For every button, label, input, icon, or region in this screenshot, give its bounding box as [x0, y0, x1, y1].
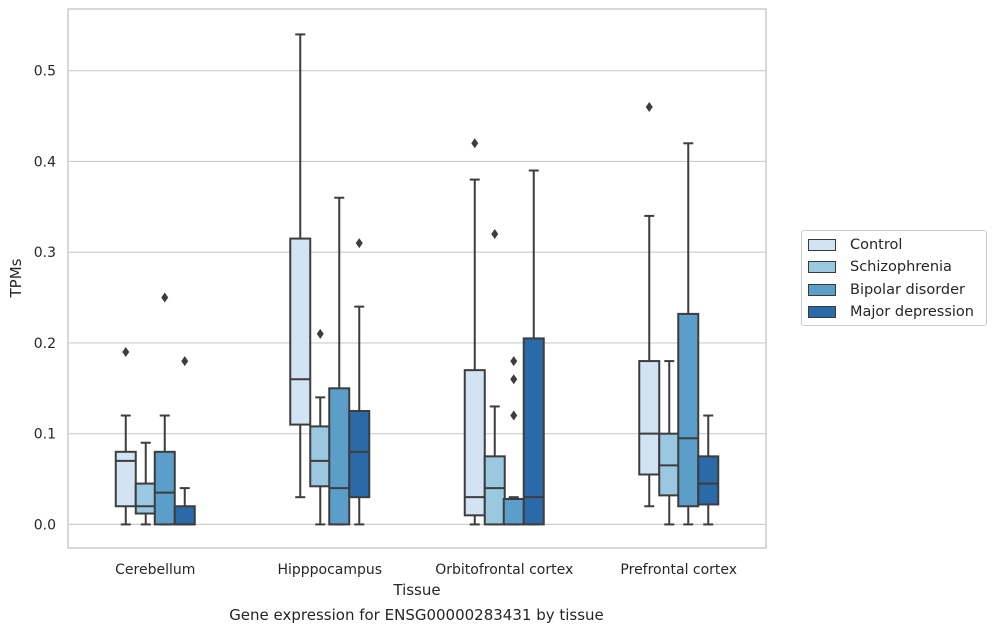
box-hipppocampus-schizophrenia	[309, 328, 332, 526]
outlier-point	[316, 328, 324, 339]
legend-label-control: Control	[850, 237, 903, 253]
box-hipppocampus-bipolar-disorder	[328, 196, 351, 526]
box-cerebellum-control	[114, 347, 137, 526]
outlier-point	[510, 374, 518, 385]
box-iqr	[463, 369, 486, 517]
chart-caption: Gene expression for ENSG00000283431 by t…	[229, 606, 604, 624]
legend-label-bipolar-disorder: Bipolar disorder	[850, 282, 965, 298]
box-prefrontal-cortex-control	[638, 102, 661, 508]
box-iqr	[289, 237, 312, 426]
box-cerebellum-major-depression	[173, 356, 196, 526]
legend-item-major-depression: Major depression	[808, 302, 974, 322]
box-iqr	[502, 498, 525, 526]
gridlines	[68, 70, 766, 526]
legend-swatch-control	[808, 239, 836, 251]
box-iqr	[114, 450, 137, 508]
box-prefrontal-cortex-schizophrenia	[658, 360, 681, 526]
x-axis-label: Tissue	[392, 581, 440, 599]
outlier-point	[510, 356, 518, 367]
box-iqr	[328, 387, 351, 526]
box-prefrontal-cortex-major-depression	[697, 414, 720, 526]
box-iqr	[483, 455, 506, 526]
legend: Control Schizophrenia Bipolar disorder M…	[801, 230, 987, 326]
x-axis-ticks: Cerebellum Hipppocampus Orbitofrontal cort…	[115, 562, 737, 578]
outlier-point	[181, 356, 189, 367]
box-cerebellum-bipolar-disorder	[153, 292, 176, 526]
outlier-point	[471, 138, 479, 149]
y-tick-label: 0.5	[34, 64, 56, 80]
box-iqr	[134, 482, 157, 515]
y-axis-label: TPMs	[7, 258, 25, 298]
x-tick-label-orbitofrontal-cortex: Orbitofrontal cortex	[435, 562, 573, 578]
box-prefrontal-cortex-bipolar-disorder	[677, 142, 700, 526]
boxes	[114, 33, 720, 526]
x-tick-label-hipppocampus: Hipppocampus	[277, 562, 382, 578]
box-orbitofrontal-cortex-major-depression	[522, 169, 545, 526]
x-tick-label-prefrontal-cortex: Prefrontal cortex	[620, 562, 737, 578]
legend-swatch-schizophrenia	[808, 261, 836, 273]
box-orbitofrontal-cortex-schizophrenia	[483, 229, 506, 526]
box-orbitofrontal-cortex-bipolar-disorder	[502, 356, 525, 526]
legend-item-bipolar-disorder: Bipolar disorder	[808, 280, 965, 300]
box-iqr	[677, 312, 700, 508]
box-orbitofrontal-cortex-control	[463, 138, 486, 526]
y-tick-label: 0.1	[34, 427, 56, 443]
plot-area-frame	[67, 8, 767, 549]
box-iqr	[348, 409, 371, 499]
y-tick-label: 0.4	[34, 154, 56, 170]
legend-item-control: Control	[808, 235, 902, 255]
box-iqr	[153, 450, 176, 526]
legend-label-major-depression: Major depression	[850, 304, 974, 320]
box-iqr	[522, 337, 545, 526]
outlier-point	[645, 102, 653, 112]
legend-item-schizophrenia: Schizophrenia	[808, 257, 952, 277]
box-iqr	[309, 425, 332, 488]
legend-swatch-bipolar-disorder	[808, 284, 836, 296]
y-tick-label: 0.3	[34, 245, 56, 261]
box-iqr	[638, 360, 661, 476]
outlier-point	[122, 347, 130, 357]
box-hipppocampus-control	[289, 33, 312, 499]
outlier-point	[161, 292, 169, 303]
y-axis-ticks: 0.0 0.1 0.2 0.3 0.4 0.5	[34, 64, 56, 534]
outlier-point	[491, 229, 499, 240]
outlier-point	[510, 410, 518, 421]
y-tick-label: 0.0	[34, 517, 56, 533]
box-iqr	[173, 505, 196, 526]
legend-swatch-major-depression	[808, 306, 836, 318]
outlier-point	[355, 238, 363, 249]
legend-label-schizophrenia: Schizophrenia	[850, 259, 952, 275]
box-cerebellum-schizophrenia	[134, 441, 157, 526]
box-iqr	[697, 455, 720, 506]
box-hipppocampus-major-depression	[348, 238, 371, 526]
x-tick-label-cerebellum: Cerebellum	[115, 562, 195, 578]
y-tick-label: 0.2	[34, 336, 56, 352]
